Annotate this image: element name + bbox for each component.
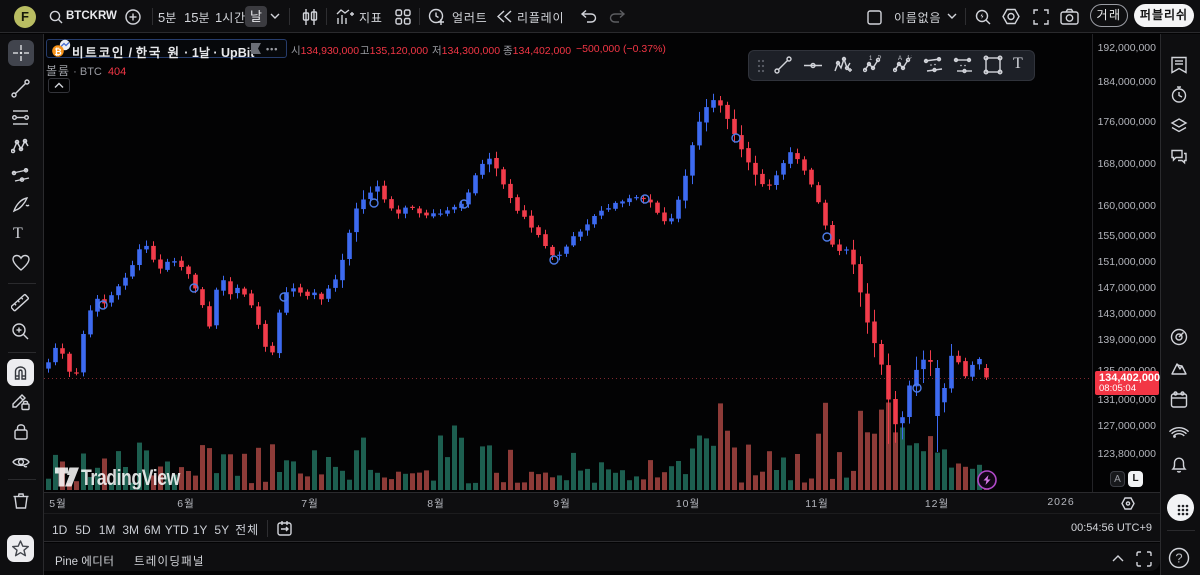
svg-text:C: C bbox=[908, 55, 913, 61]
svg-text:?: ? bbox=[1175, 551, 1182, 566]
svg-text:5: 5 bbox=[878, 55, 882, 61]
svg-text:₿: ₿ bbox=[54, 47, 61, 57]
svg-text:A: A bbox=[898, 56, 902, 62]
svg-text:1: 1 bbox=[869, 56, 873, 62]
